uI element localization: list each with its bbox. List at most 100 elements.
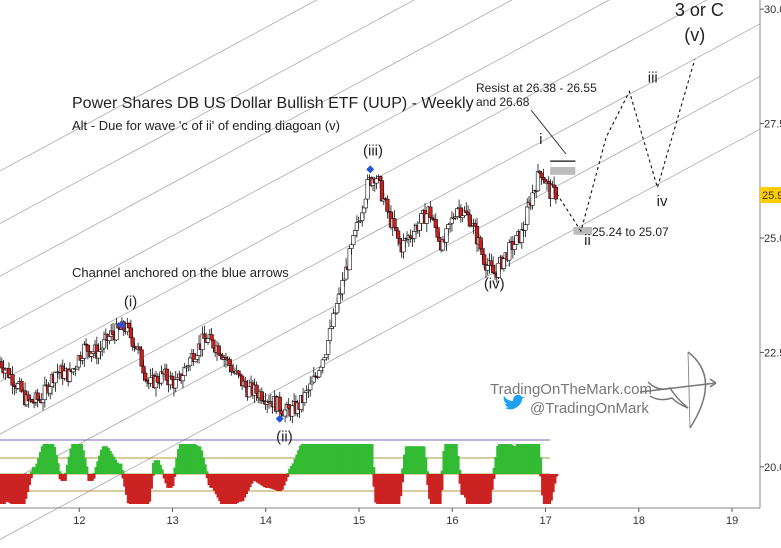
candle-body xyxy=(48,386,53,394)
candle-body xyxy=(489,260,494,266)
candle-body xyxy=(552,184,557,188)
candle-body xyxy=(365,179,370,200)
candle-body xyxy=(514,235,519,245)
candle-body xyxy=(75,366,80,370)
candle-body xyxy=(15,383,21,389)
y-tick-label: 25.00 xyxy=(764,233,781,245)
candle-body xyxy=(317,370,322,378)
oscillator-bar xyxy=(159,469,164,474)
candle-body xyxy=(354,222,359,231)
oscillator-bar xyxy=(490,474,496,479)
candle-body xyxy=(3,369,8,374)
candle-body xyxy=(308,383,313,391)
candle-body xyxy=(507,242,512,261)
candle-body xyxy=(335,303,340,314)
candle-body xyxy=(195,355,200,360)
x-tick-label: 13 xyxy=(167,515,179,527)
candle-body xyxy=(535,170,541,192)
candle-body xyxy=(141,365,146,374)
candle-body xyxy=(435,227,440,238)
candle-body xyxy=(318,366,324,372)
wave-label: (iv) xyxy=(484,275,505,292)
oscillator-bar xyxy=(202,464,207,474)
y-tick-label: 22.50 xyxy=(764,347,781,359)
channel-line xyxy=(0,0,610,330)
candle-body xyxy=(143,372,148,381)
candle-body xyxy=(110,330,116,335)
candle-body xyxy=(82,343,87,359)
candle-body xyxy=(326,340,331,355)
candle-body xyxy=(327,327,333,341)
candle-body xyxy=(340,280,345,295)
candle-body xyxy=(89,353,94,357)
candle-body xyxy=(302,392,307,403)
candle-body xyxy=(155,376,160,383)
candle-body xyxy=(525,206,530,225)
candle-body xyxy=(209,334,214,341)
candle-body xyxy=(460,215,465,219)
channel-line xyxy=(0,76,761,488)
candle-body xyxy=(455,208,460,217)
oscillator-bar xyxy=(537,457,543,474)
candle-body xyxy=(512,244,517,250)
candle-body xyxy=(53,372,58,384)
oscillator-bar xyxy=(117,463,123,474)
candle-body xyxy=(182,367,187,376)
candle-body xyxy=(0,361,4,369)
candles xyxy=(0,160,593,424)
channel-line xyxy=(0,0,513,277)
watermark-handle: @TradingOnMark xyxy=(530,400,649,417)
candle-body xyxy=(290,405,295,417)
candle-body xyxy=(408,235,413,239)
candle-body xyxy=(193,358,198,362)
candle-body xyxy=(417,222,422,231)
candle-body xyxy=(216,345,221,355)
candle-body xyxy=(385,198,390,212)
candle-body xyxy=(30,399,35,403)
candle-body xyxy=(107,336,112,341)
wave-label: (iii) xyxy=(363,143,383,160)
candle-body xyxy=(322,357,327,361)
oscillator-bar xyxy=(368,444,374,474)
candle-body xyxy=(437,237,442,242)
blue-anchor-arrow xyxy=(275,414,284,423)
candle-body xyxy=(397,238,403,244)
oscillator-bar xyxy=(284,474,290,478)
candle-body xyxy=(352,230,358,236)
candle-body xyxy=(137,346,142,351)
oscillator-bar xyxy=(56,471,62,474)
oscillator-bar xyxy=(397,474,403,497)
candle-body xyxy=(227,358,232,366)
candle-body xyxy=(243,380,248,388)
blue-anchor-arrow xyxy=(117,320,126,329)
candle-body xyxy=(62,370,67,379)
candle-body xyxy=(202,333,207,339)
oscillator-bar xyxy=(26,474,31,486)
candle-body xyxy=(396,230,401,239)
support-note: 25.24 to 25.07 xyxy=(592,225,669,239)
x-tick-label: 12 xyxy=(73,515,85,527)
wave-label: (ii) xyxy=(276,429,293,446)
candle-body xyxy=(433,219,438,228)
candle-body xyxy=(286,404,291,409)
candle-body xyxy=(277,396,282,412)
candle-body xyxy=(259,391,264,401)
oscillator-bar xyxy=(148,474,153,489)
oscillator-bar xyxy=(90,474,96,479)
x-tick-label: 18 xyxy=(633,515,645,527)
candle-body xyxy=(236,370,241,375)
chart-title: Power Shares DB US Dollar Bullish ETF (U… xyxy=(72,95,474,112)
oscillator-bar xyxy=(150,474,155,476)
oscillator-bar xyxy=(171,474,177,477)
y-tick-label: 20.00 xyxy=(764,462,781,474)
candle-body xyxy=(127,323,132,329)
candle-body xyxy=(351,235,356,245)
oscillator-bar xyxy=(551,474,557,484)
resist-note-line2: and 26.68 xyxy=(476,95,530,109)
candle-body xyxy=(35,392,40,400)
wave-label: i xyxy=(539,131,542,148)
candle-body xyxy=(530,192,535,206)
oscillator-bar xyxy=(399,474,404,483)
